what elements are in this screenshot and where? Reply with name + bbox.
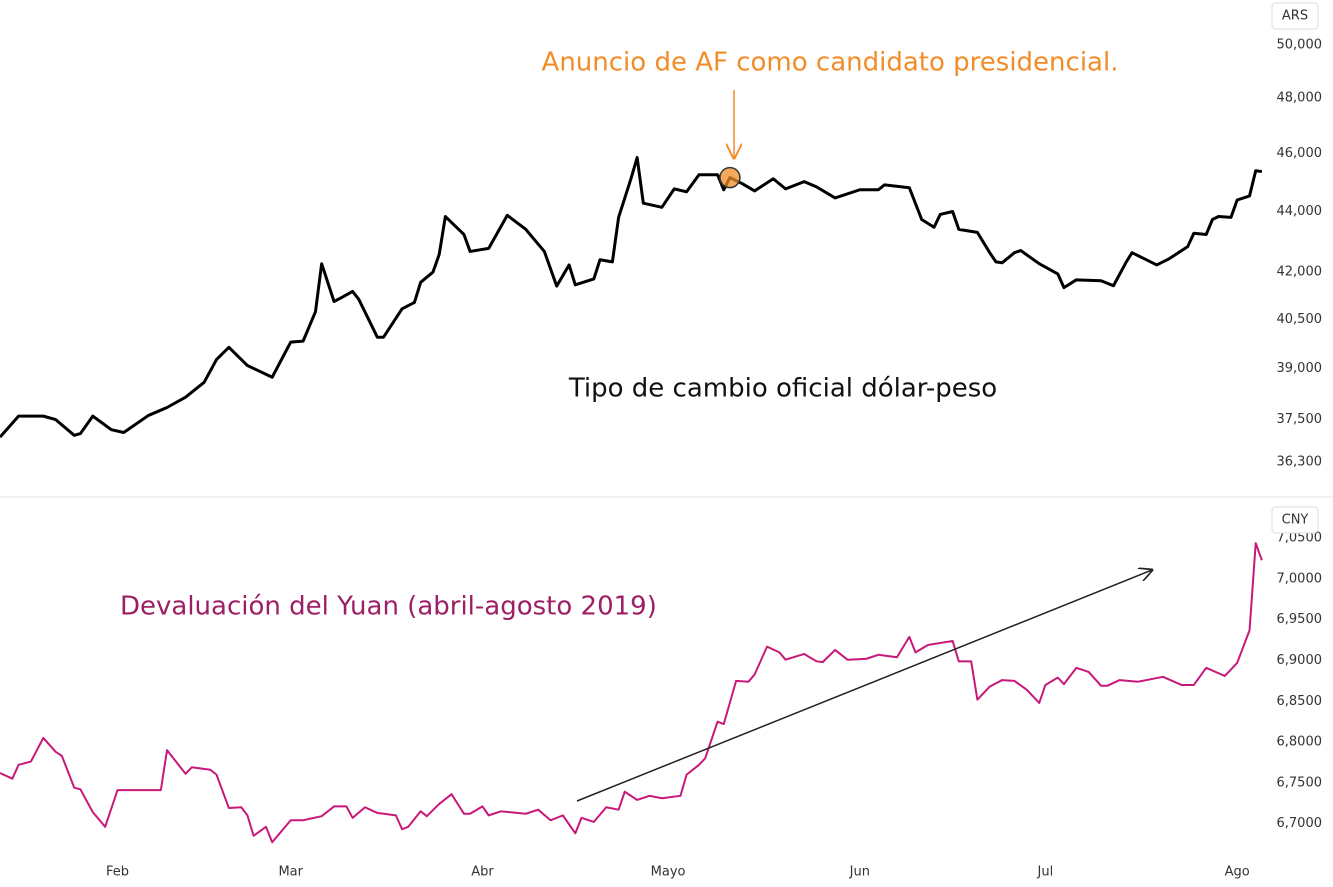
y-tick-label: 6,9000	[1277, 653, 1323, 668]
y-tick-label: 42,000	[1277, 265, 1323, 280]
y-tick-label: 7,0500	[1277, 531, 1323, 546]
series-line	[0, 156, 1263, 439]
x-tick-label: Mayo	[651, 865, 686, 880]
y-tick-label: 40,500	[1277, 312, 1323, 327]
y-tick-label: 36,300	[1277, 454, 1323, 469]
y-tick-label: 44,000	[1277, 204, 1323, 219]
series-line	[0, 542, 1263, 844]
annotation-marker	[719, 166, 741, 189]
y-tick-label: 6,9500	[1277, 612, 1323, 627]
unit-badge	[1271, 2, 1319, 30]
x-tick-label: Abr	[471, 865, 494, 880]
y-tick-label: 48,000	[1277, 91, 1323, 106]
series-label: Devaluación del Yuan (abril-agosto 2019)	[120, 592, 657, 622]
trend-arrow	[576, 570, 1152, 802]
x-tick-label: Feb	[106, 865, 129, 880]
x-tick-label: Mar	[278, 865, 303, 880]
y-tick-label: 46,000	[1277, 146, 1323, 161]
series-label: Tipo de cambio oficial dólar-peso	[568, 374, 997, 404]
y-tick-label: 6,8000	[1277, 735, 1323, 750]
y-tick-label: 50,000	[1277, 38, 1323, 53]
y-tick-label: 6,7000	[1277, 816, 1323, 831]
x-tick-label: Jun	[849, 865, 870, 880]
annotation-text: Anuncio de AF como candidato presidencia…	[542, 48, 1119, 78]
unit-label: ARS	[1282, 9, 1308, 24]
y-tick-label: 7,0000	[1277, 571, 1323, 586]
plot-layer: 50,000 48,000 46,000 44,000 42,000 40,500 39,0…	[0, 38, 1322, 880]
x-tick-label: Ago	[1225, 865, 1250, 880]
y-tick-label: 39,000	[1277, 361, 1323, 376]
unit-label: CNY	[1282, 513, 1309, 528]
y-tick-label: 37,500	[1277, 412, 1323, 427]
x-tick-label: Jul	[1037, 865, 1054, 880]
unit-badge	[1271, 506, 1319, 534]
y-tick-label: 6,8500	[1277, 694, 1323, 709]
y-tick-label: 6,7500	[1277, 775, 1323, 790]
